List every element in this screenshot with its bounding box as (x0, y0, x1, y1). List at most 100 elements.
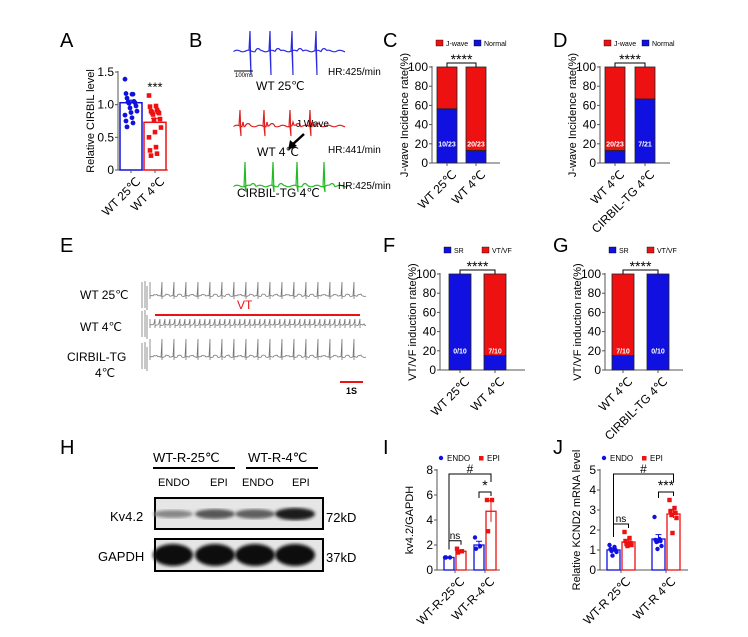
bar-count-label: 7/10 (616, 349, 630, 356)
y-tick-label: 1.5 (97, 65, 114, 79)
data-point (147, 148, 153, 153)
data-point (669, 512, 674, 518)
data-point (153, 103, 159, 109)
legend-swatch (435, 39, 444, 47)
wb-band-kv42-lane-2 (195, 509, 235, 519)
data-point (147, 104, 153, 109)
data-point (610, 553, 615, 558)
j-wave-arrow-icon (291, 133, 305, 146)
data-point (130, 91, 136, 97)
data-point (150, 112, 156, 117)
data-point (152, 129, 158, 135)
ecg-e-label-2a: CIRBIL-TG (67, 350, 127, 364)
y-tick-label: 60 (588, 305, 602, 319)
data-point (156, 110, 162, 116)
legend-label: VT/VF (657, 248, 677, 255)
legend-swatch (473, 39, 482, 47)
data-point (489, 497, 495, 503)
ecg-trace-wt-25 (233, 30, 346, 76)
wb-protein-gapdh: GAPDH (98, 549, 145, 564)
wb-lane-3: ENDO (242, 477, 274, 489)
y-tick-label: 100 (581, 267, 601, 281)
panel-letter-j: J (553, 437, 563, 459)
y-tick-label: 20 (588, 344, 602, 358)
ecg-e-label-1: WT 4℃ (80, 320, 122, 334)
data-point (123, 118, 129, 124)
legend-label: J-wave (446, 41, 468, 48)
y-tick-label: 4 (589, 483, 596, 497)
ecg-b-scale-label: 100ms (235, 73, 254, 79)
data-point (622, 529, 627, 535)
panel-letter-i: I (383, 437, 389, 459)
bar-jwave-1 (465, 66, 487, 151)
data-point (655, 546, 660, 552)
significance-label: **** (467, 258, 489, 274)
wb-size-kv42: 72kD (326, 510, 357, 525)
data-point (146, 135, 152, 140)
y-tick-label: 20 (583, 137, 597, 151)
significance-label: *** (147, 80, 162, 95)
legend-marker (479, 456, 484, 461)
ecg-e-scale-label: 1S (346, 386, 358, 396)
significance-bracket (478, 491, 492, 498)
y-tick-label: 5 (589, 463, 596, 477)
legend-label: EPI (487, 454, 500, 463)
data-point (128, 110, 134, 115)
y-tick-label: 0.5 (97, 130, 114, 144)
significance-bracket-between (613, 473, 674, 537)
data-point (459, 549, 465, 554)
bar-endo-1 (651, 538, 666, 571)
data-point (148, 153, 154, 158)
x-tick-label: CIRBIL-TG 4℃ (602, 374, 670, 442)
legend-label: Normal (484, 41, 507, 48)
data-point (443, 555, 449, 560)
wb-band-kv42-lane-3 (235, 509, 275, 519)
ecg-e-trace-cirbil (141, 338, 367, 371)
wb-lane-4: EPI (292, 477, 310, 489)
bar-count-label: 20/23 (606, 142, 624, 149)
data-point (609, 548, 614, 554)
bar-normal-1 (465, 150, 487, 164)
data-point (674, 515, 679, 521)
bar-count-label: 0/10 (651, 349, 665, 356)
data-point (473, 546, 479, 551)
significance-label: **** (451, 51, 473, 67)
significance-label: * (482, 477, 488, 493)
bar-jwave-0 (436, 66, 458, 110)
data-point (477, 544, 483, 549)
wb-band-kv42-lane-4 (275, 507, 315, 521)
data-point (673, 510, 678, 516)
ecg-trace-cirbil-tg-4 (233, 161, 349, 193)
bar-normal-1 (634, 98, 656, 164)
significance-label: **** (619, 51, 641, 67)
y-tick-label: 60 (423, 305, 437, 319)
significance-bracket-between (448, 473, 492, 550)
data-point (122, 76, 128, 82)
y-tick-label: 40 (583, 118, 597, 132)
data-point (154, 151, 160, 156)
significance-label: # (640, 462, 647, 476)
panel-letter-g: G (553, 235, 569, 257)
bar-normal-0 (604, 150, 626, 164)
significance-label: # (467, 462, 474, 476)
data-point (668, 508, 673, 514)
y-axis-title: Relative KCND2 mRNA level (571, 450, 583, 591)
ecg-b-hr-0: HR:425/min (328, 67, 381, 78)
data-point (623, 538, 628, 544)
y-tick-label: 100 (408, 60, 428, 74)
data-point (455, 550, 461, 555)
significance-bracket (459, 269, 496, 274)
legend-marker (601, 455, 607, 461)
legend-label: EPI (650, 454, 663, 463)
y-tick-label: 1.0 (97, 98, 114, 112)
significance-label: ns (616, 514, 627, 525)
wb-band-gapdh-lane-3 (235, 544, 275, 566)
data-point (129, 115, 135, 121)
